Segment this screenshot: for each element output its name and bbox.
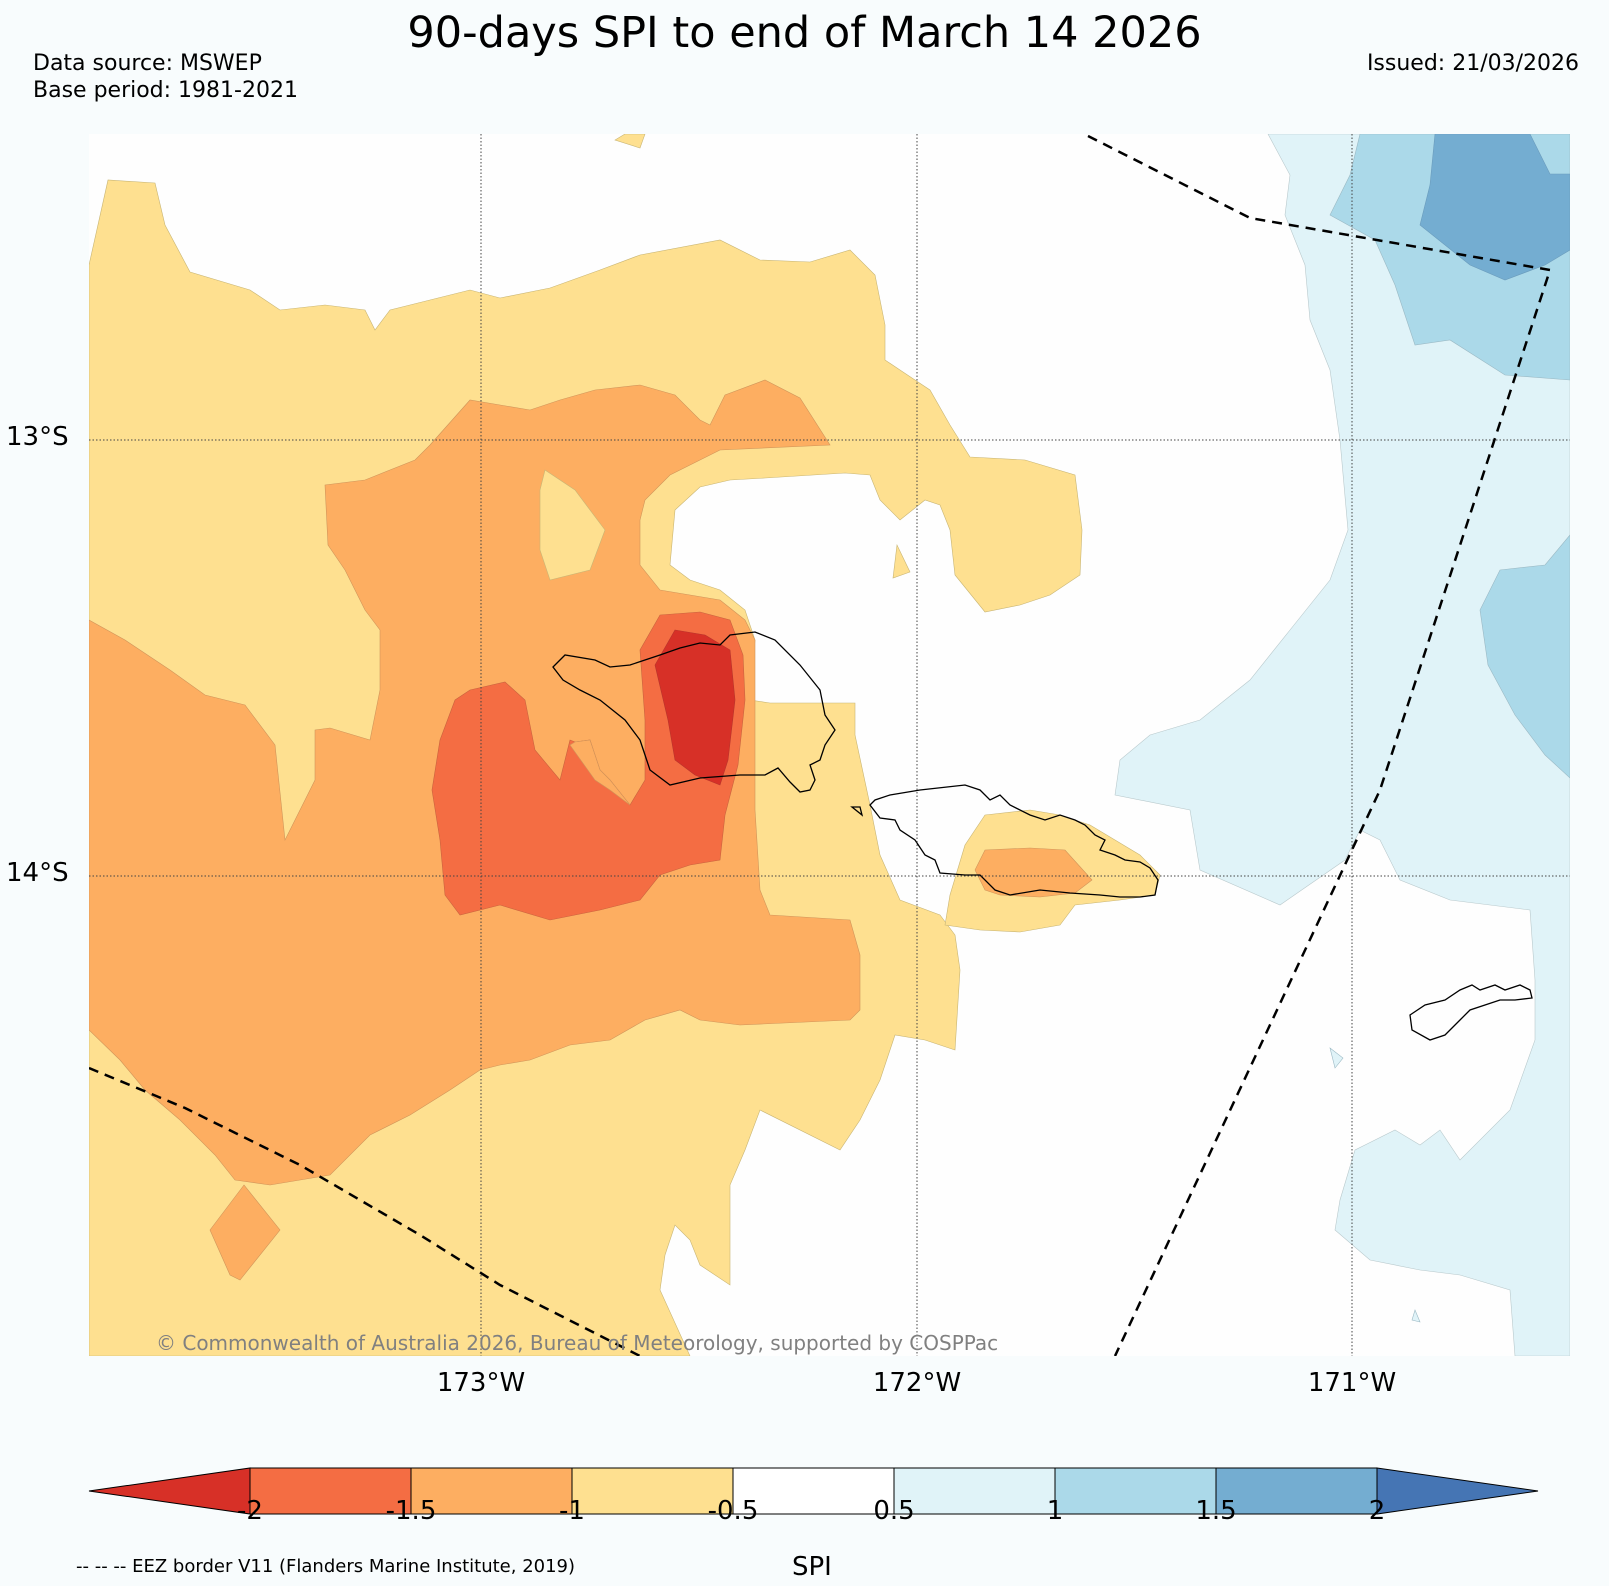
spi-region-dry-3-fill [569, 739, 631, 806]
small-islet-2 [1411, 1309, 1421, 1323]
issued-text: Issued: 21/03/2026 [1366, 51, 1579, 76]
colorbar-bin-2 [410, 1467, 573, 1515]
colorbar-tick-label: 2 [1368, 1496, 1386, 1526]
map-plot-area: © Commonwealth of Australia 2026, Bureau… [89, 134, 1570, 1356]
colorbar-extend-low [88, 1467, 251, 1515]
meta-info: Data source: MSWEP Base period: 1981-202… [33, 50, 298, 104]
spi-region-dry-2b [209, 1184, 281, 1281]
colorbar-bin-5 [893, 1467, 1056, 1515]
colorbar-bin-7 [1215, 1467, 1378, 1515]
base-period-text: Base period: 1981-2021 [33, 78, 298, 103]
colorbar-bin-1 [249, 1467, 412, 1515]
colorbar-bin-6 [1054, 1467, 1217, 1515]
island-manono-outline [850, 806, 864, 817]
lon-label-172w: 172°W [872, 1368, 962, 1398]
colorbar [88, 1467, 1539, 1515]
colorbar-extend-high [1376, 1467, 1539, 1515]
island-savaii-outline [552, 631, 836, 793]
small-islet-1 [1329, 1047, 1344, 1069]
colorbar-tick-label: -1 [559, 1496, 585, 1526]
colorbar-tick-label: 1 [1046, 1496, 1064, 1526]
colorbar-tick-label: -0.5 [707, 1496, 759, 1526]
spi-region-dry-2c [974, 847, 1093, 898]
colorbar-tick-label: 0.5 [873, 1496, 915, 1526]
lat-label-14s: 14°S [6, 858, 69, 888]
spi-region-dry-1b [614, 134, 646, 149]
spi-region-dry-4 [654, 629, 736, 786]
colorbar-bin-4 [732, 1467, 895, 1515]
eez-border-lines [89, 134, 1552, 1356]
eez-border-southwest [89, 1066, 641, 1356]
eez-legend-note: -- -- -- EEZ border V11 (Flanders Marine… [76, 1556, 576, 1577]
data-source-text: Data source: MSWEP [33, 51, 262, 76]
graticule [89, 134, 1570, 1356]
spi-region-dry-1c [892, 543, 911, 579]
colorbar-tick-label: 1.5 [1195, 1496, 1237, 1526]
spi-region-wet-1 [1114, 134, 1570, 1356]
island-upolu-outline [869, 784, 1159, 898]
lon-label-173w: 173°W [436, 1368, 526, 1398]
colorbar-title: SPI [792, 1552, 832, 1582]
map-title: 90-days SPI to end of March 14 2026 [407, 8, 1202, 58]
spi-region-wet-2b [1479, 534, 1570, 779]
spi-region-wet-3 [1419, 134, 1570, 281]
colorbar-tick-label: -1.5 [385, 1496, 437, 1526]
island-tutuila-outline [1409, 984, 1533, 1041]
colorbar-bin-3 [571, 1467, 734, 1515]
lon-label-171w: 171°W [1307, 1368, 1397, 1398]
eez-border-east [1087, 134, 1552, 1356]
copyright-notice: © Commonwealth of Australia 2026, Bureau… [156, 1331, 998, 1355]
lat-label-13s: 13°S [6, 422, 69, 452]
colorbar-tick-label: -2 [237, 1496, 263, 1526]
spi-region-dry-pocket [539, 469, 606, 581]
